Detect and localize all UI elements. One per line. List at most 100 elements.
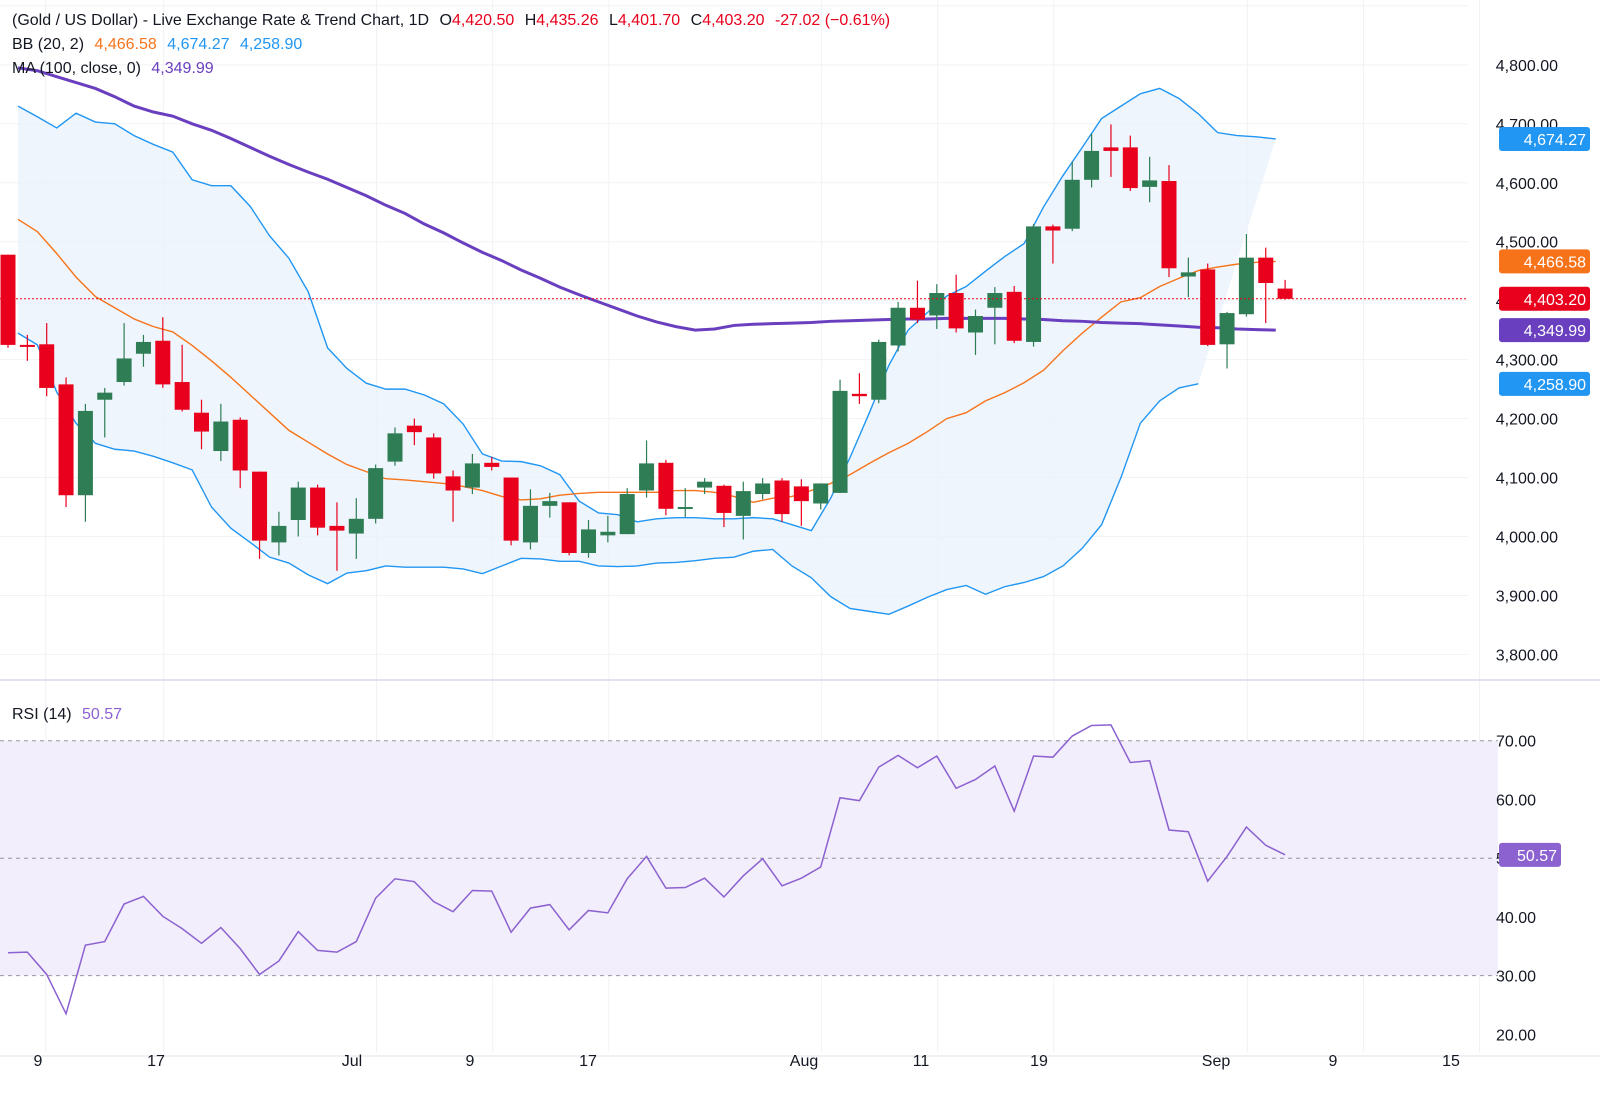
candle-body <box>426 437 442 474</box>
bb-lower-line <box>17 332 1199 616</box>
time-axis-tick: 9 <box>466 1053 475 1070</box>
candle-body <box>561 502 577 554</box>
candle-body <box>77 410 93 496</box>
candle-body <box>1122 147 1138 189</box>
time-axis-tick: 17 <box>579 1053 597 1070</box>
candle-body <box>542 501 558 506</box>
time-axis-tick: 9 <box>1329 1053 1338 1070</box>
candle-body <box>697 481 713 488</box>
rsi-axis-tick: 60.00 <box>1496 792 1536 809</box>
ma-value: 4,349.99 <box>151 60 214 77</box>
candle-body <box>1064 179 1080 229</box>
candle-body <box>968 316 983 333</box>
bb-fill <box>18 88 1276 615</box>
candle-body <box>600 531 616 536</box>
candle-body <box>909 307 925 320</box>
time-axis-tick: Aug <box>790 1053 818 1070</box>
price-label-text: 4,674.27 <box>1524 132 1586 149</box>
candle-body <box>445 476 461 491</box>
bb-lower-value: 4,258.90 <box>239 36 303 53</box>
bb-mid-value: 4,466.58 <box>94 36 157 53</box>
candle-body <box>871 341 887 400</box>
candle-body <box>1026 226 1042 342</box>
candle-body <box>1103 147 1119 151</box>
time-axis-tick: Jul <box>342 1053 362 1070</box>
ma-label: MA (100, close, 0) <box>12 60 141 77</box>
price-axis-tick: 4,600.00 <box>1496 176 1558 193</box>
candle-body <box>1277 288 1293 299</box>
rsi-axis-tick: 20.00 <box>1496 1027 1536 1044</box>
candle-body <box>1180 272 1196 277</box>
time-axis-tick: 19 <box>1030 1053 1048 1070</box>
high-label: H <box>524 12 537 29</box>
candle-body <box>1219 313 1235 345</box>
bb-upper-value: 4,674.27 <box>167 36 230 53</box>
high-value: 4,435.26 <box>536 12 599 29</box>
rsi-line <box>7 724 1286 1016</box>
candle-body <box>329 525 345 531</box>
candle-body <box>116 358 132 383</box>
price-labels: 4,674.27 4,466.58 4,403.20 4,349.99 4,258.90 <box>1499 126 1590 396</box>
time-axis-tick: 9 <box>34 1053 43 1070</box>
rsi-value: 50.57 <box>82 706 123 723</box>
candle-body <box>1006 291 1022 341</box>
candle-body <box>774 480 790 515</box>
price-axis-tick: 4,200.00 <box>1496 412 1558 429</box>
candle-body <box>793 486 809 502</box>
candle-body <box>97 392 113 400</box>
price-axis-tick: 4,100.00 <box>1496 471 1558 488</box>
low-value: 4,401.70 <box>617 12 681 29</box>
legend-rsi[interactable]: RSI (14) 50.57 <box>12 706 128 724</box>
candle-body <box>619 494 635 535</box>
candle-body <box>232 419 248 471</box>
close-value: 4,403.20 <box>702 12 765 29</box>
low-label: L <box>609 12 618 29</box>
price-axis-tick: 4,000.00 <box>1496 530 1558 547</box>
candle-body <box>194 412 209 432</box>
candle-body <box>832 390 848 493</box>
candle-body <box>464 463 480 488</box>
candle-body <box>19 344 35 347</box>
rsi-axis-tick: 40.00 <box>1496 910 1536 927</box>
candle-body <box>58 384 74 496</box>
candle-body <box>755 483 771 495</box>
candle-body <box>581 529 596 554</box>
candle-body <box>310 487 326 528</box>
candle-body <box>658 462 674 509</box>
candle-body <box>890 307 906 346</box>
candle-body <box>851 393 867 397</box>
candle-body <box>213 421 229 452</box>
candle-body <box>348 518 364 534</box>
candle-body <box>1161 180 1177 269</box>
candle-body <box>1238 257 1254 315</box>
time-axis-tick: 11 <box>913 1053 930 1070</box>
price-label-text: 4,258.90 <box>1524 377 1586 394</box>
candlesticks <box>0 124 1468 571</box>
price-label-text: 4,466.58 <box>1524 254 1586 271</box>
price-label-box <box>1499 126 1590 151</box>
legend-bb[interactable]: BB (20, 2) 4,466.58 4,674.27 4,258.90 <box>12 36 308 54</box>
candle-body <box>987 293 1003 308</box>
candle-body <box>39 344 55 388</box>
rsi-axis-tick: 70.00 <box>1496 734 1536 751</box>
change-value: -27.02 (−0.61%) <box>774 12 891 29</box>
candle-body <box>387 433 403 462</box>
candle-body <box>135 341 151 354</box>
candle-body <box>368 468 384 519</box>
time-axis-tick: 15 <box>1442 1053 1460 1070</box>
price-axis-tick: 3,900.00 <box>1496 588 1558 605</box>
candle-body <box>1200 269 1216 345</box>
price-axis-tick: 3,800.00 <box>1496 647 1558 664</box>
legend-ma[interactable]: MA (100, close, 0) 4,349.99 <box>12 60 220 78</box>
candle-body <box>503 477 519 541</box>
price-axis-tick: 4,300.00 <box>1496 353 1558 370</box>
close-label: C <box>690 12 703 29</box>
candle-body <box>271 525 287 543</box>
candle-body <box>522 505 538 543</box>
symbol-title[interactable]: (Gold / US Dollar) - Live Exchange Rate … <box>12 12 430 29</box>
candle-body <box>639 463 655 491</box>
candle-body <box>716 485 732 513</box>
